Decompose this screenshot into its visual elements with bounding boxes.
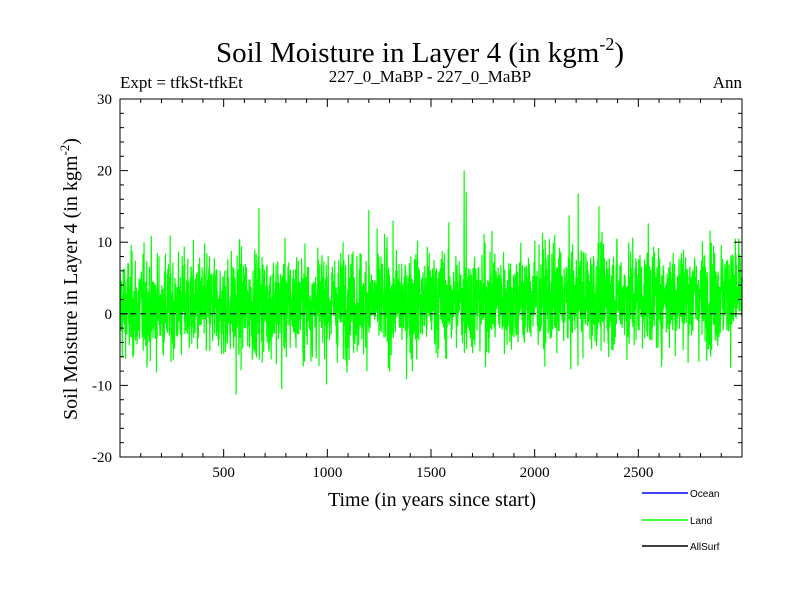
y-tick-label: 0 — [105, 307, 113, 323]
series-layer — [119, 170, 743, 395]
plot-frame — [119, 98, 743, 458]
x-tick-label: 2000 — [520, 465, 550, 481]
x-tick-label: 2500 — [623, 465, 653, 481]
x-tick-label: 1500 — [416, 465, 446, 481]
period-label: 227_0_MaBP - 227_0_MaBP — [329, 67, 531, 86]
chart-title: Soil Moisture in Layer 4 (in kgm-2) — [216, 34, 624, 69]
legend: Ocean Land AllSurf — [642, 489, 720, 553]
x-tick-label: 1000 — [312, 465, 342, 481]
legend-allsurf-label: AllSurf — [690, 542, 720, 553]
experiment-label: Expt = tfkSt-tfkEt — [120, 73, 243, 92]
y-tick-label: 20 — [97, 164, 112, 180]
legend-land-label: Land — [690, 516, 712, 527]
y-tick-label: 10 — [97, 235, 112, 251]
y-tick-label: -10 — [92, 378, 112, 394]
y-axis-label: Soil Moisture in Layer 4 (in kgm-2) — [57, 138, 82, 420]
series-land-line — [119, 170, 743, 395]
y-tick-label: 30 — [97, 92, 112, 108]
x-axis-label: Time (in years since start) — [328, 489, 536, 511]
legend-ocean-label: Ocean — [690, 489, 719, 500]
season-label: Ann — [713, 73, 743, 92]
x-tick-label: 500 — [212, 465, 235, 481]
y-tick-label: -20 — [92, 450, 112, 466]
ticks-layer: 500 1000 1500 2000 2500 -20 -10 0 10 20 30 — [92, 92, 742, 481]
